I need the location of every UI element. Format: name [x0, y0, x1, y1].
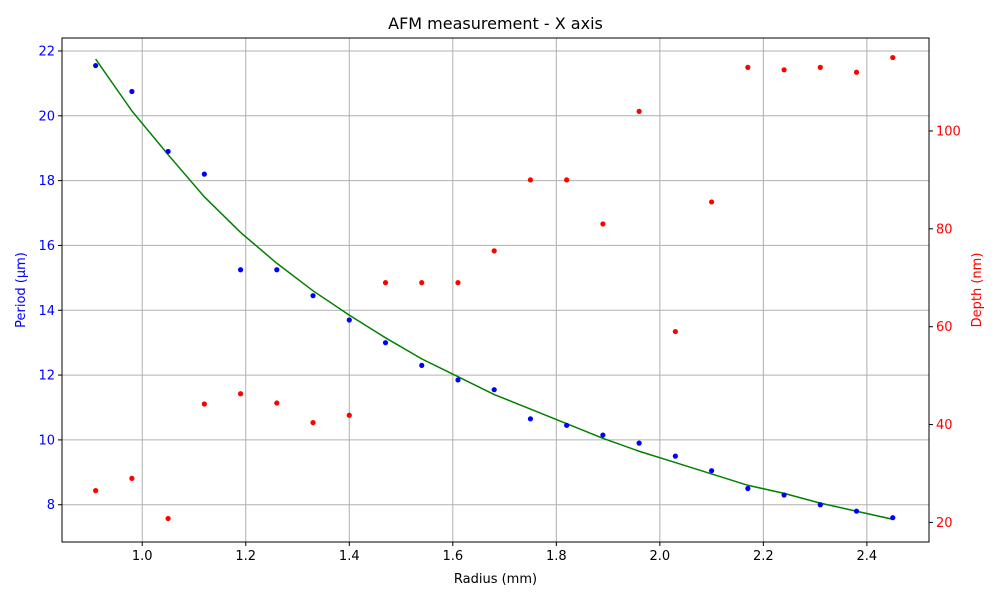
- x-tick-label: 1.0: [132, 549, 153, 564]
- depth-point: [201, 401, 207, 407]
- y-tick-label: 10: [38, 433, 55, 448]
- depth-point: [491, 248, 497, 254]
- depth-point: [527, 177, 534, 183]
- y-tick-label: 22: [38, 44, 55, 59]
- depth-point: [310, 420, 316, 426]
- period-point: [382, 340, 389, 346]
- x-tick-label: 2.4: [857, 549, 878, 564]
- depth-point: [636, 108, 642, 114]
- depth-point: [709, 199, 715, 205]
- y2-tick-label: 40: [936, 418, 953, 433]
- x-axis-ticks: 1.0 1.2 1.4 1.6 1.8 2.0 2.2 2.4: [132, 542, 877, 564]
- x-tick-label: 2.2: [753, 549, 774, 564]
- y-tick-label: 12: [38, 369, 55, 384]
- period-point: [165, 148, 171, 155]
- y-tick-label: 16: [38, 239, 55, 254]
- period-point: [890, 515, 896, 521]
- depth-point: [237, 391, 244, 397]
- period-point: [237, 267, 244, 273]
- depth-point: [745, 64, 751, 70]
- chart-title: AFM measurement - X axis: [388, 14, 603, 33]
- period-point: [600, 432, 606, 438]
- period-point: [310, 293, 316, 299]
- period-point: [564, 422, 570, 428]
- period-point: [853, 508, 860, 514]
- depth-point: [382, 280, 389, 286]
- depth-point: [93, 488, 99, 494]
- depth-point: [600, 221, 606, 227]
- y-tick-label: 20: [38, 109, 55, 124]
- depth-point: [274, 400, 280, 406]
- fit-curve-line: [95, 58, 893, 521]
- depth-point: [853, 69, 860, 75]
- period-point: [274, 267, 280, 273]
- period-point: [129, 88, 135, 95]
- x-tick-label: 1.2: [235, 549, 256, 564]
- period-points-layer: [93, 62, 896, 521]
- y2-tick-label: 80: [936, 222, 953, 237]
- y2-axis-ticks: 20 40 60 80 100: [929, 124, 961, 531]
- y2-tick-label: 20: [936, 516, 953, 531]
- y2-axis-label: Depth (nm): [970, 253, 985, 328]
- period-point: [491, 387, 497, 393]
- period-point: [419, 362, 425, 368]
- y-axis-label: Period (µm): [14, 252, 29, 328]
- period-point: [709, 468, 715, 474]
- period-point: [93, 62, 99, 69]
- period-point: [636, 440, 642, 446]
- depth-point: [564, 177, 570, 183]
- y-tick-label: 14: [38, 304, 55, 319]
- x-tick-label: 1.6: [442, 549, 463, 564]
- depth-point: [346, 412, 352, 418]
- x-tick-label: 1.8: [546, 549, 567, 564]
- period-point: [455, 377, 461, 383]
- grid-lines: [62, 38, 929, 542]
- depth-point: [419, 280, 425, 286]
- period-point: [817, 502, 823, 508]
- x-axis-label: Radius (mm): [454, 572, 537, 587]
- depth-point: [165, 515, 171, 522]
- depth-point: [890, 54, 896, 61]
- period-point: [527, 416, 534, 422]
- period-point: [672, 453, 678, 459]
- period-point: [201, 171, 207, 177]
- depth-point: [672, 328, 678, 335]
- x-tick-label: 2.0: [649, 549, 670, 564]
- y-tick-label: 8: [47, 498, 55, 513]
- period-point: [346, 317, 352, 323]
- depth-points-layer: [93, 54, 896, 522]
- depth-point: [781, 67, 787, 73]
- depth-point: [129, 475, 135, 481]
- period-point: [781, 492, 787, 498]
- y2-tick-label: 60: [936, 320, 953, 335]
- period-point: [745, 485, 751, 492]
- x-tick-label: 1.4: [339, 549, 360, 564]
- depth-point: [455, 280, 461, 286]
- y2-tick-label: 100: [936, 124, 961, 139]
- y-axis-ticks: 8 10 12 14 16 18 20 22: [38, 44, 62, 513]
- fit-curve-layer: [95, 58, 893, 521]
- y-tick-label: 18: [38, 174, 55, 189]
- depth-point: [817, 64, 823, 70]
- plot-frame: [61, 37, 930, 543]
